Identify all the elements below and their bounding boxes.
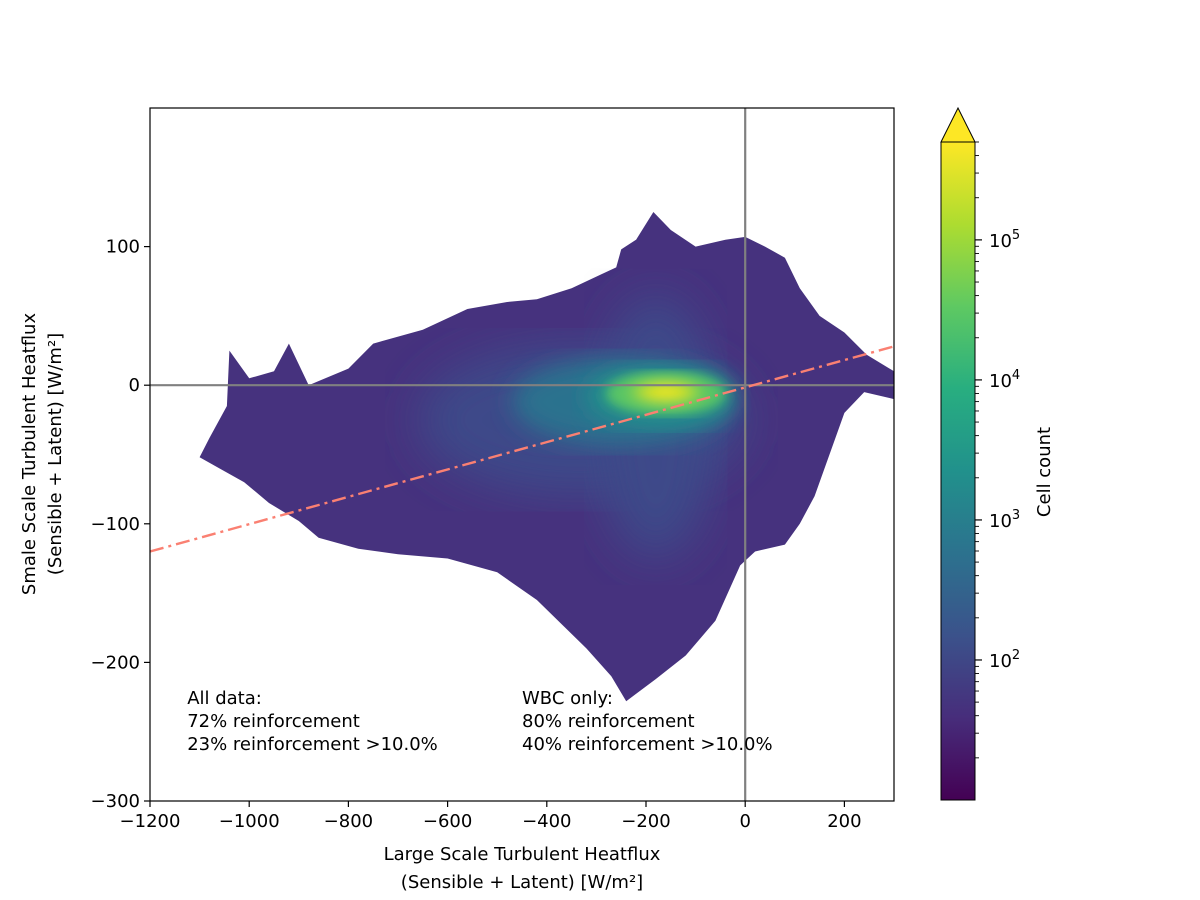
colorbar-label: Cell count xyxy=(1034,427,1055,517)
colorbar: 102 103 104 105 Cell count xyxy=(940,106,1055,801)
annotation-wbc-title: WBC only: xyxy=(522,688,613,709)
colorbar-outline xyxy=(940,142,976,801)
colorbar-tick-label: 104 xyxy=(989,368,1020,392)
annotation-all-data-line2: 23% reinforcement >10.0% xyxy=(187,734,438,755)
y-tick-label: −300 xyxy=(91,791,140,812)
density-core xyxy=(608,374,723,411)
plot-frame xyxy=(149,107,895,802)
x-tick-label: −200 xyxy=(621,811,670,832)
reference-lines xyxy=(150,108,894,801)
annotation-all-data: All data: 72% reinforcement 23% reinforc… xyxy=(187,688,438,755)
annotation-wbc-line1: 80% reinforcement xyxy=(522,711,695,732)
y-tick-label: 100 xyxy=(106,237,140,258)
colorbar-ticks: 102 103 104 105 xyxy=(975,141,1020,759)
x-tick-label: −1200 xyxy=(120,811,181,832)
density-heatmap xyxy=(199,212,894,702)
x-tick-label: −400 xyxy=(522,811,571,832)
y-tick-label: −200 xyxy=(91,652,140,673)
annotation-wbc-only: WBC only: 80% reinforcement 40% reinforc… xyxy=(522,688,773,755)
y-tick-label: −100 xyxy=(91,514,140,535)
x-axis-label-line1: Large Scale Turbulent Heatflux xyxy=(384,844,661,865)
y-tick-label: 0 xyxy=(129,375,140,396)
x-tick-label: 200 xyxy=(827,811,861,832)
x-tick-label: −800 xyxy=(324,811,373,832)
x-axis-ticks: −1200 −1000 −800 −600 −400 −200 0 200 xyxy=(120,801,862,832)
colorbar-tick-label: 103 xyxy=(989,508,1020,532)
annotation-wbc-line2: 40% reinforcement >10.0% xyxy=(522,734,773,755)
colorbar-extend-arrow xyxy=(940,106,976,143)
x-tick-label: −600 xyxy=(423,811,472,832)
y-axis-label-line2: (Sensible + Latent) [W/m²] xyxy=(45,333,66,575)
x-axis-label-line2: (Sensible + Latent) [W/m²] xyxy=(401,872,643,893)
colorbar-tick-label: 105 xyxy=(989,228,1020,252)
x-tick-label: 0 xyxy=(739,811,750,832)
colorbar-tick-label: 102 xyxy=(989,648,1020,672)
colorbar-gradient xyxy=(941,142,975,800)
x-tick-label: −1000 xyxy=(219,811,280,832)
y-axis-ticks: −300 −200 −100 0 100 xyxy=(91,237,150,812)
fit-line xyxy=(150,345,894,553)
annotation-all-data-title: All data: xyxy=(187,688,262,709)
y-axis-label-line1: Smale Scale Turbulent Heatflux xyxy=(19,313,40,596)
annotation-all-data-line1: 72% reinforcement xyxy=(187,711,360,732)
